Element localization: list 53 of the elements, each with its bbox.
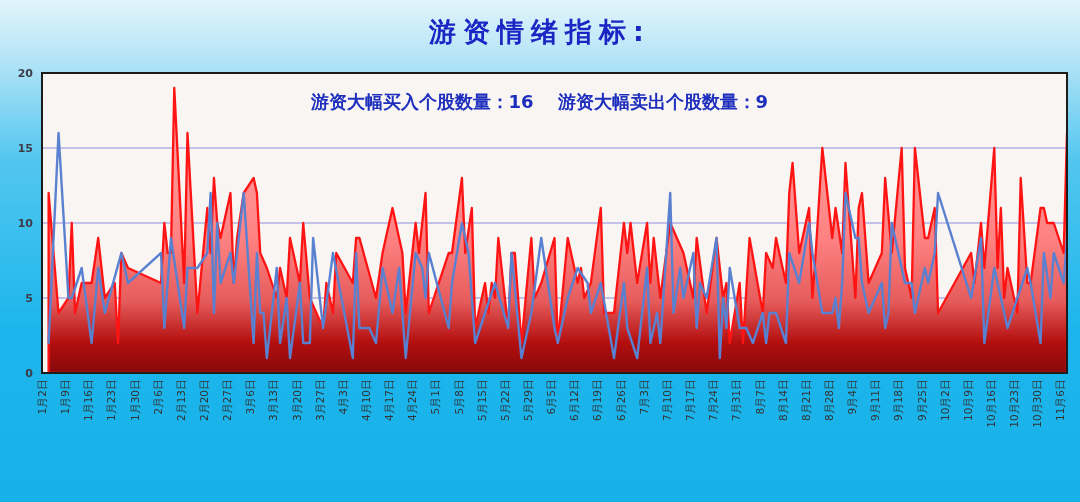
x-tick-label: 4月10日 [360, 379, 373, 422]
y-tick-label: 5 [25, 291, 33, 305]
x-tick-label: 1月2日 [36, 379, 48, 415]
x-tick-label: 3月27日 [313, 379, 326, 422]
x-tick-label: 5月8日 [452, 379, 465, 415]
x-tick-label: 1月30日 [128, 379, 141, 422]
x-tick-label: 1月9日 [59, 379, 72, 415]
x-tick-label: 9月4日 [846, 379, 859, 415]
x-tick-label: 6月19日 [591, 379, 604, 422]
y-tick-label: 0 [25, 366, 34, 380]
x-tick-label: 2月27日 [221, 379, 234, 422]
x-tick-label: 10月30日 [1031, 379, 1044, 428]
y-tick-label: 15 [17, 141, 33, 155]
x-tick-label: 10月2日 [938, 379, 951, 422]
x-tick-label: 6月26日 [614, 379, 627, 422]
x-tick-label: 5月1日 [429, 379, 442, 415]
x-tick-label: 8月7日 [753, 379, 766, 415]
x-tick-label: 2月6日 [151, 379, 164, 415]
x-tick-label: 3月13日 [267, 379, 280, 422]
x-tick-label: 2月13日 [174, 379, 187, 422]
y-tick-label: 20 [17, 66, 34, 80]
x-tick-label: 1月16日 [82, 379, 95, 422]
annotation: 游资大幅买入个股数量：16 [309, 90, 534, 112]
x-tick-label: 4月17日 [383, 379, 396, 422]
x-tick-label: 5月22日 [498, 379, 511, 422]
x-tick-label: 10月23日 [1008, 379, 1021, 428]
annotation: 游资大幅卖出个股数量：9 [556, 90, 769, 112]
x-tick-label: 6月12日 [568, 379, 581, 422]
x-tick-label: 10月9日 [961, 379, 974, 422]
x-tick-label: 4月3日 [336, 379, 349, 415]
x-tick-label: 4月24日 [406, 379, 419, 422]
x-tick-label: 1月23日 [105, 379, 118, 422]
x-tick-label: 5月15日 [475, 379, 488, 422]
x-tick-label: 5月29日 [522, 379, 535, 422]
x-tick-label: 6月5日 [545, 379, 558, 415]
x-tick-label: 7月3日 [637, 379, 650, 415]
chart-title: 游资情绪指标: [428, 15, 651, 47]
x-tick-label: 3月20日 [290, 379, 303, 422]
x-tick-label: 8月14日 [776, 379, 789, 422]
x-tick-label: 7月24日 [707, 379, 720, 422]
x-tick-label: 8月28日 [822, 379, 835, 422]
x-tick-label: 10月16日 [984, 379, 997, 428]
x-tick-label: 7月31日 [730, 379, 743, 422]
x-tick-label: 11月6日 [1054, 379, 1067, 422]
x-tick-label: 9月18日 [892, 379, 905, 422]
x-tick-label: 9月11日 [869, 379, 882, 422]
x-tick-label: 8月21日 [799, 379, 812, 422]
x-tick-label: 9月25日 [915, 379, 928, 422]
y-tick-label: 10 [17, 216, 34, 230]
x-tick-label: 7月10日 [660, 379, 673, 422]
x-tick-label: 2月20日 [198, 379, 211, 422]
x-tick-label: 3月6日 [244, 379, 257, 415]
x-tick-label: 7月17日 [684, 379, 697, 422]
